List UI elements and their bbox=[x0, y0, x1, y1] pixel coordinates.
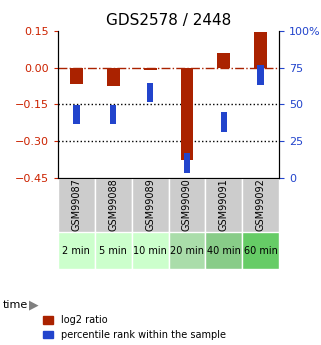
Bar bbox=[143, 68, 157, 70]
Bar bbox=[257, 65, 264, 85]
Text: GSM99088: GSM99088 bbox=[108, 179, 118, 231]
Bar bbox=[73, 105, 80, 124]
Bar bbox=[110, 105, 117, 124]
Text: GSM99087: GSM99087 bbox=[71, 179, 81, 231]
Text: GSM99090: GSM99090 bbox=[182, 179, 192, 231]
FancyBboxPatch shape bbox=[58, 178, 95, 233]
Text: ▶: ▶ bbox=[29, 299, 39, 312]
Bar bbox=[217, 53, 230, 68]
Text: 2 min: 2 min bbox=[62, 246, 90, 256]
FancyBboxPatch shape bbox=[58, 233, 95, 269]
Title: GDS2578 / 2448: GDS2578 / 2448 bbox=[106, 13, 231, 29]
FancyBboxPatch shape bbox=[169, 178, 205, 233]
FancyBboxPatch shape bbox=[205, 233, 242, 269]
FancyBboxPatch shape bbox=[205, 178, 242, 233]
Bar bbox=[180, 68, 194, 160]
Bar bbox=[70, 68, 83, 83]
Bar bbox=[184, 153, 190, 172]
Text: 20 min: 20 min bbox=[170, 246, 204, 256]
Text: 5 min: 5 min bbox=[99, 246, 127, 256]
Text: 10 min: 10 min bbox=[133, 246, 167, 256]
FancyBboxPatch shape bbox=[242, 178, 279, 233]
Bar bbox=[107, 68, 120, 86]
Text: 40 min: 40 min bbox=[207, 246, 241, 256]
Bar bbox=[221, 112, 227, 132]
Text: GSM99091: GSM99091 bbox=[219, 179, 229, 231]
FancyBboxPatch shape bbox=[242, 233, 279, 269]
FancyBboxPatch shape bbox=[95, 233, 132, 269]
Text: GSM99092: GSM99092 bbox=[256, 179, 266, 231]
FancyBboxPatch shape bbox=[132, 178, 169, 233]
FancyBboxPatch shape bbox=[169, 233, 205, 269]
Text: GSM99089: GSM99089 bbox=[145, 179, 155, 231]
Bar bbox=[254, 31, 267, 68]
FancyBboxPatch shape bbox=[95, 178, 132, 233]
Text: 60 min: 60 min bbox=[244, 246, 278, 256]
FancyBboxPatch shape bbox=[132, 233, 169, 269]
Text: time: time bbox=[3, 300, 29, 310]
Bar bbox=[147, 83, 153, 102]
Legend: log2 ratio, percentile rank within the sample: log2 ratio, percentile rank within the s… bbox=[43, 315, 226, 340]
